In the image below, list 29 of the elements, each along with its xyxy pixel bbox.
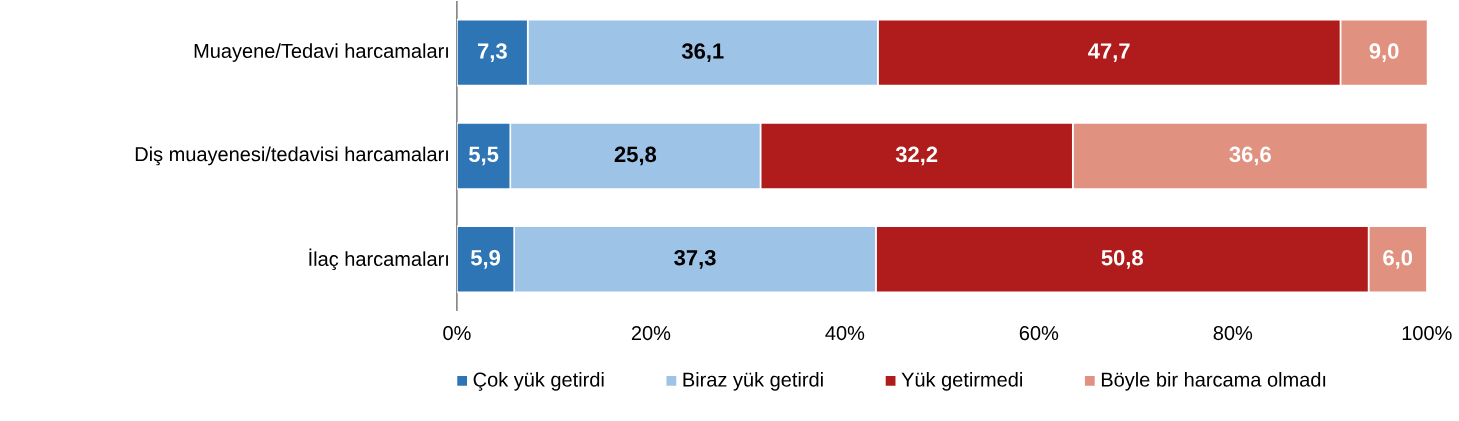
data-label: 5,9: [470, 249, 501, 269]
data-label: 36,6: [1229, 146, 1271, 166]
data-label: 50,8: [1101, 249, 1143, 269]
y-tick-label: İlaç harcamaları: [309, 248, 448, 271]
bar: [1367, 225, 1427, 294]
data-label: 36,1: [681, 43, 724, 63]
y-tick-label: Diş muayenesi/tedavisi harcamaları: [135, 146, 448, 166]
x-tick-label: 80%: [1213, 326, 1253, 341]
legend-label: Böyle bir harcama olmadı: [1101, 372, 1326, 391]
data-label: 9,0: [1369, 43, 1399, 63]
data-label: 32,2: [895, 146, 938, 166]
bar: [456, 18, 529, 87]
y-tick-label: Muayene/Tedavi harcamaları: [194, 43, 448, 62]
bar: [1071, 122, 1427, 190]
x-tick-label: 0%: [443, 326, 471, 341]
data-label: 25,8: [614, 146, 657, 166]
x-tick-label: 20%: [631, 326, 671, 341]
legend-label: Çok yük getirdi: [473, 372, 604, 391]
bar: [1339, 18, 1427, 87]
data-label: 5,5: [469, 146, 499, 166]
data-label: 6,0: [1383, 249, 1413, 269]
x-tick-label: 60%: [1019, 326, 1059, 341]
legend-label: Biraz yük getirdi: [683, 372, 823, 391]
x-tick-label: 100%: [1402, 326, 1452, 341]
legend-label: Yük getirmedi: [901, 372, 1022, 391]
data-label: 47,7: [1088, 43, 1130, 62]
x-tick-label: 40%: [825, 326, 865, 341]
data-label: 7,3: [477, 43, 507, 63]
data-label: 37,3: [674, 249, 716, 269]
